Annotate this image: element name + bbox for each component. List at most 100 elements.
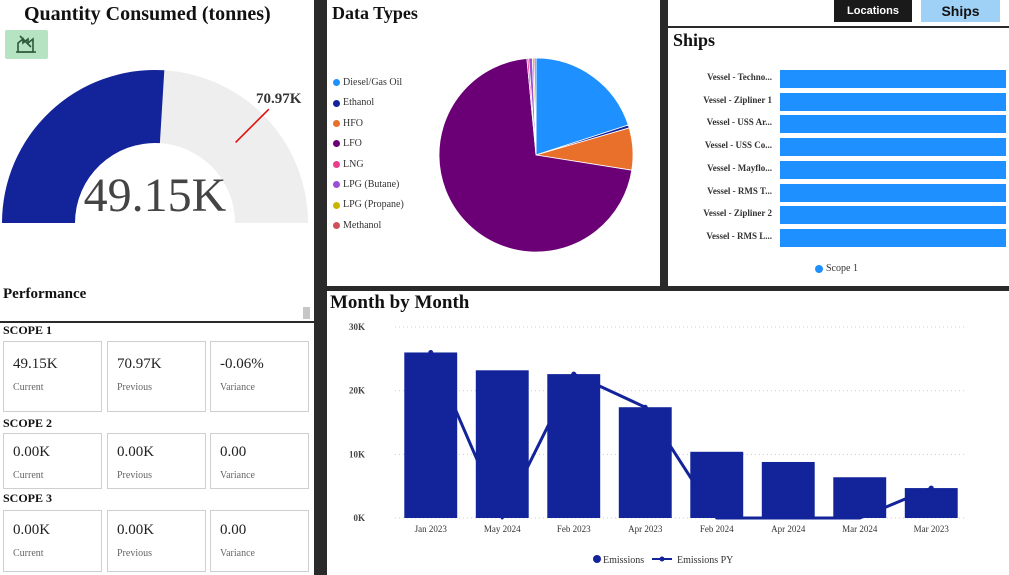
ship-label: Vessel - USS Ar... [706,117,772,128]
ship-row[interactable]: Vessel - USS Co... [668,138,1006,157]
scope-3-variance-card: 0.00 Variance [210,510,309,572]
y-tick-label: 10K [349,449,365,459]
legend-dot [333,79,340,87]
pie-legend-item[interactable]: Methanol [333,220,381,231]
scope-3-previous-card: 0.00K Previous [107,510,206,572]
pie-legend-label: LPG (Propane) [343,199,404,211]
legend-label: Emissions PY [677,555,733,566]
ships-tab-button[interactable]: Ships [921,0,1000,22]
month-chart: 0K 10K 20K 30K Jan 2023 May 2024 Feb 2023 Apr 2… [349,322,967,566]
pie-legend-item[interactable]: LPG (Propane) [333,199,404,210]
ship-row[interactable]: Vessel - RMS T... [668,183,1006,202]
emissions-bar[interactable] [475,370,529,518]
kpi-label: Previous [117,382,152,393]
legend-dot [333,222,340,229]
emissions-py-point[interactable] [642,404,648,410]
pie-legend-label: Methanol [343,219,382,231]
kpi-value: 70.97K [117,356,162,372]
ship-row[interactable]: Vessel - Techno... [668,70,1006,88]
kpi-value: 0.00K [117,444,155,460]
x-tick-label: Apr 2023 [628,524,663,534]
gauge-fill [2,70,165,223]
pie-legend-item[interactable]: HFO [333,118,363,129]
legend-dot [333,99,340,107]
legend-dot [815,264,823,273]
ship-bar[interactable] [780,183,1006,202]
pie-slice[interactable] [533,57,537,156]
legend-dot [659,556,665,562]
ship-row[interactable]: Vessel - USS Ar... [668,115,1006,134]
ship-bar[interactable] [780,138,1006,157]
emissions-py-point[interactable] [928,485,934,491]
y-tick-label: 0K [353,513,365,523]
gauge-panel: Quantity Consumed (tonnes) 70.97K 49.15K… [0,0,314,321]
ship-row[interactable]: Vessel - Mayflo... [668,160,1006,179]
performance-title: Performance [3,286,87,302]
emissions-bar[interactable] [761,461,815,518]
kpi-value: 0.00K [13,444,51,460]
scrollbar-thumb[interactable] [303,307,310,319]
emissions-bar[interactable] [618,407,672,518]
pie-legend-label: Ethanol [343,97,375,109]
legend-dot [333,120,340,127]
gauge-value-label: 49.15K [84,169,227,222]
emissions-py-point[interactable] [571,371,577,377]
pie-slice[interactable] [438,57,633,253]
gauge-max-label: 70.97K [256,91,302,107]
factory-icon[interactable] [5,30,48,59]
emissions-py-line[interactable] [429,351,932,520]
ship-bar[interactable] [780,160,1006,179]
ship-label: Vessel - Zipliner 1 [703,94,772,105]
ship-label: Vessel - Techno... [707,72,772,82]
ship-label: Vessel - RMS T... [707,185,772,196]
x-tick-label: May 2024 [484,524,521,534]
kpi-label: Previous [117,470,152,481]
scope-3-label: SCOPE 3 [3,491,53,505]
scope-1-current-card: 49.15K Current [3,341,102,412]
emissions-py-point[interactable] [428,349,434,355]
kpi-label: Variance [220,382,255,393]
ship-bar[interactable] [780,228,1006,247]
y-tick-label: 20K [349,386,365,396]
ship-row[interactable]: Vessel - Zipliner 2 [668,206,1006,225]
kpi-label: Previous [117,548,152,559]
ship-row[interactable]: Vessel - RMS L... [668,228,1006,247]
emissions-bar[interactable] [833,477,887,518]
ship-bar[interactable] [780,206,1006,225]
scope-2-label: SCOPE 2 [3,416,53,430]
emissions-bar[interactable] [547,374,601,518]
emissions-bar[interactable] [404,352,458,518]
kpi-value: 49.15K [13,356,58,372]
pie-legend-item[interactable]: Ethanol [333,97,374,108]
kpi-value: 0.00 [220,522,247,538]
pie-legend-item[interactable]: LNG [333,159,364,170]
kpi-value: 0.00K [13,522,51,538]
performance-panel: SCOPE 1 49.15K Current 70.97K Previous -0.… [0,323,314,575]
emissions-bar[interactable] [904,488,958,518]
scope-2-previous-card: 0.00K Previous [107,433,206,489]
x-tick-label: Feb 2023 [557,524,591,534]
gauge-target-marker [235,108,270,143]
legend-dot [333,160,340,168]
pie-legend-item[interactable]: LFO [333,138,362,149]
scope-3-current-card: 0.00K Current [3,510,102,572]
pie-legend-item[interactable]: Diesel/Gas Oil [333,77,402,88]
ship-label: Vessel - USS Co... [704,140,772,151]
ships-panel: Ships Vessel - Techno... Vessel - Zipline… [668,28,1009,286]
scope-2-variance-card: 0.00 Variance [210,433,309,489]
emissions-bar[interactable] [690,451,744,518]
x-tick-label: Mar 2023 [914,524,950,534]
locations-tab-button[interactable]: Locations [834,0,912,22]
x-tick-label: Jan 2023 [415,524,448,534]
ship-row[interactable]: Vessel - Zipliner 1 [668,92,1006,111]
kpi-label: Variance [220,470,255,481]
kpi-label: Current [13,548,44,559]
legend-label: Emissions [603,555,644,566]
pie-legend-item[interactable]: LPG (Butane) [333,179,399,190]
pie-slice[interactable] [535,57,629,156]
ship-bar[interactable] [780,70,1006,88]
x-tick-label: Mar 2024 [842,524,878,534]
ship-bar[interactable] [780,92,1006,111]
pie-legend: Diesel/Gas Oil Ethanol HFO LFO LNG LPG (Butan… [327,0,437,286]
ship-bar[interactable] [780,115,1006,134]
